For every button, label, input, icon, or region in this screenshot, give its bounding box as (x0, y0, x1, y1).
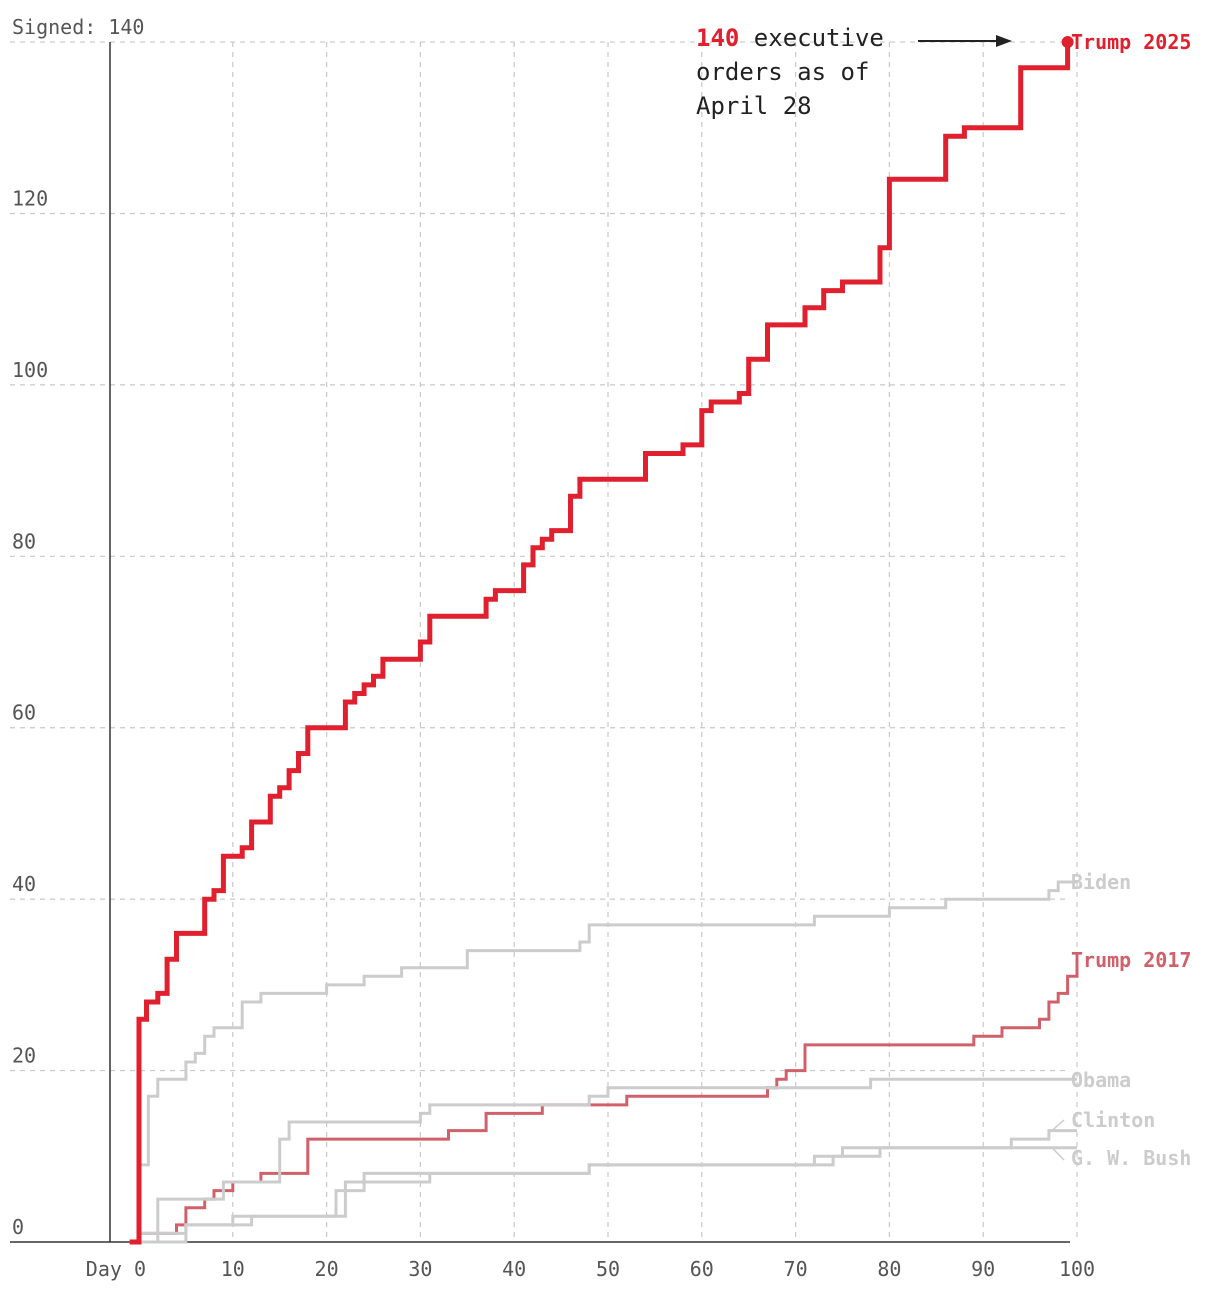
series-line-trump-2017 (129, 959, 1079, 1244)
series-line-biden (129, 880, 1077, 1244)
endpoint-marker-trump-2025 (1061, 36, 1074, 49)
grid-lines (10, 41, 1078, 1242)
annotation-line-3: April 28 (696, 92, 812, 120)
series-label-biden: Biden (1071, 870, 1131, 894)
label-connector-bush (1051, 1147, 1065, 1161)
annotation-line-1: 140 executive (696, 24, 884, 52)
series-label-trump-2017: Trump 2017 (1071, 948, 1191, 972)
y-tick-label: 20 (12, 1044, 36, 1068)
y-tick-label: 0 (12, 1215, 24, 1239)
series-label-clinton: Clinton (1071, 1108, 1155, 1132)
series-label-g-w-bush: G. W. Bush (1071, 1146, 1191, 1170)
y-tick-label: 60 (12, 701, 36, 725)
x-tick-label: 90 (971, 1257, 995, 1281)
x-tick-label: 40 (502, 1257, 526, 1281)
y-tick-labels: 0 20 40 60 80 100 120 Signed: 140 (12, 15, 144, 1239)
annotation-number: 140 (696, 24, 739, 52)
series-lines (129, 36, 1079, 1245)
x-tick-label: 80 (877, 1257, 901, 1281)
y-tick-label: 80 (12, 529, 36, 553)
x-tick-label: 10 (221, 1257, 245, 1281)
x-tick-label: 50 (596, 1257, 620, 1281)
x-tick-label: 60 (690, 1257, 714, 1281)
annotation-arrow-head (996, 35, 1012, 47)
series-line-g-w-bush (129, 1146, 1077, 1244)
series-label-obama: Obama (1071, 1068, 1131, 1092)
x-tick-label: 100 (1059, 1257, 1095, 1281)
y-tick-label: 120 (12, 186, 48, 210)
series-line-trump-2025 (129, 42, 1071, 1245)
x-tick-label: Day 0 (86, 1257, 146, 1281)
x-tick-label: 20 (315, 1257, 339, 1281)
y-tick-label: Signed: 140 (12, 15, 144, 39)
x-tick-labels: Day 0 10 20 30 40 50 60 70 80 90 100 (86, 1257, 1095, 1281)
annotation: 140 executive orders as of April 28 (696, 24, 1012, 120)
series-label-trump-2025: Trump 2025 (1071, 30, 1191, 54)
y-tick-label: 40 (12, 872, 36, 896)
y-tick-label: 100 (12, 358, 48, 382)
label-connector-clinton (1051, 1119, 1065, 1132)
series-line-obama (129, 1077, 1077, 1244)
axes (10, 42, 1070, 1243)
series-labels: Trump 2025 Biden Trump 2017 Obama Clinton G. … (1051, 30, 1191, 1170)
annotation-line-1-rest: executive (739, 24, 884, 52)
x-tick-label: 30 (408, 1257, 432, 1281)
x-tick-label: 70 (784, 1257, 808, 1281)
annotation-line-2: orders as of (696, 58, 869, 86)
